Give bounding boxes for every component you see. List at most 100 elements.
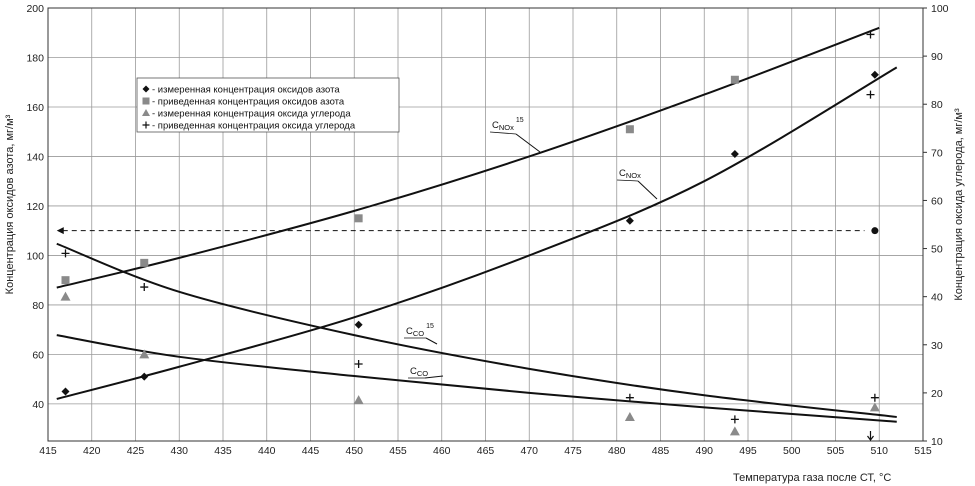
plus-marker [61,249,70,258]
plus-marker [866,30,875,39]
plus-marker [140,283,149,292]
x-tick-label: 510 [870,445,888,457]
legend-diamond-icon [142,85,150,93]
legend-box [136,77,400,133]
square-marker [625,125,634,134]
curve-label: CCO15 [406,323,434,338]
triangle-marker [869,402,880,412]
legend: - измеренная концентрация оксидов азота-… [136,77,400,133]
y-left-axis-ticks: 40 60 80 100 120 140 160 180 200 [26,3,44,411]
x-tick-label: 430 [170,445,188,457]
square-marker [354,214,363,223]
y-left-tick-label: 120 [26,201,44,213]
y-left-axis-title: Концентрация оксидов азота, мг/м³ [4,114,16,294]
x-axis-ticks: 415 420 425 430 435 440 445 450 455 460 465 470 475 4… [39,445,932,457]
reference-arrowhead [56,227,64,235]
x-tick-label: 495 [739,445,757,457]
x-tick-label: 475 [564,445,582,457]
y-right-tick-label: 30 [931,340,943,352]
plus-marker [730,415,739,424]
y-right-axis-ticks: 10 20 30 40 50 60 70 80 90 100 [923,3,949,448]
diamond-marker [140,372,149,381]
y-left-tick-label: 180 [26,52,44,64]
trend-line [56,66,898,400]
curve-label-leader [637,180,658,200]
data-markers [60,30,880,441]
x-tick-label: 455 [389,445,407,457]
curve-label: CCO [410,366,428,378]
y-left-tick-label: 140 [26,151,44,163]
curve-label-leader [515,133,541,153]
y-left-tick-label: 100 [26,250,44,262]
plus-marker [625,393,634,402]
curve-label-leader [425,337,438,345]
circle-marker [871,227,879,235]
x-tick-label: 465 [477,445,495,457]
curve-label: CNOx [619,168,641,180]
triangle-marker [729,426,740,436]
x-axis-title: Температура газа после СТ, °С [733,472,891,484]
legend-triangle-icon [142,109,150,116]
legend-label: - приведенная концентрация оксидов азота [152,97,345,108]
triangle-marker [353,395,364,405]
curve-label-underline [616,179,639,182]
y-left-tick-label: 80 [32,300,44,312]
plus-marker [870,393,879,402]
curve-label: CNOx15 [492,117,524,132]
arrow-marker [867,431,874,441]
x-tick-label: 415 [39,445,57,457]
x-tick-label: 485 [652,445,670,457]
legend-square-icon [142,97,150,105]
x-tick-label: 425 [127,445,145,457]
plus-marker [354,360,363,369]
reference-line [56,227,865,235]
trend-line [56,26,880,289]
x-tick-label: 460 [433,445,451,457]
x-tick-label: 445 [302,445,320,457]
y-right-tick-label: 20 [931,388,943,400]
legend-label: - измеренная концентрация оксидов азота [152,85,340,96]
x-tick-label: 470 [520,445,538,457]
legend-plus-icon [142,121,150,129]
legend-label: - измеренная концентрация оксида углерод… [152,109,351,120]
trend-line [56,334,897,423]
y-left-tick-label: 200 [26,3,44,15]
y-right-axis-title: Концентрация оксида углерода, мг/м³ [953,108,965,301]
x-tick-label: 515 [914,445,932,457]
y-left-tick-label: 40 [32,399,44,411]
y-right-tick-label: 90 [931,51,943,63]
y-right-tick-label: 100 [931,3,949,15]
x-tick-label: 435 [214,445,232,457]
x-tick-label: 500 [783,445,801,457]
y-right-tick-label: 60 [931,195,943,207]
x-tick-label: 420 [83,445,101,457]
trend-line [56,242,897,418]
diamond-marker [354,320,363,329]
curve-label-underline [489,131,517,135]
x-tick-label: 450 [345,445,363,457]
gridlines [47,7,924,442]
triangle-marker [60,291,71,301]
diamond-marker [625,216,634,225]
diamond-marker [730,149,739,158]
y-right-tick-label: 80 [931,99,943,111]
triangle-marker [139,349,150,359]
x-tick-label: 440 [258,445,276,457]
x-tick-label: 490 [695,445,713,457]
legend-label: - приведенная концентрация оксида углеро… [152,121,356,132]
square-marker [730,75,739,84]
y-right-tick-label: 40 [931,292,943,304]
y-left-tick-label: 160 [26,102,44,114]
triangle-marker [624,411,635,421]
square-marker [61,276,70,285]
plot-frame [47,7,924,442]
x-tick-label: 480 [608,445,626,457]
diamond-marker [61,387,70,396]
y-right-tick-label: 50 [931,244,943,256]
x-tick-label: 505 [827,445,845,457]
diamond-marker [870,70,879,79]
trend-lines [56,26,898,423]
curve-label-leader [424,375,444,379]
y-right-tick-label: 70 [931,147,943,159]
